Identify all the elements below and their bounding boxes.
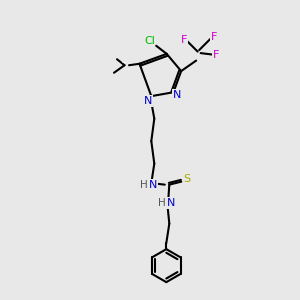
Text: N: N [148,180,157,190]
Text: F: F [211,32,217,42]
Text: Cl: Cl [145,36,156,46]
Text: methyl: methyl [122,62,126,63]
Text: N: N [167,198,175,208]
Text: N: N [143,96,152,106]
Text: H: H [158,198,166,208]
Text: N: N [173,90,181,100]
Text: F: F [213,50,219,60]
Text: F: F [181,34,187,45]
Text: S: S [184,174,191,184]
Text: H: H [140,180,148,190]
